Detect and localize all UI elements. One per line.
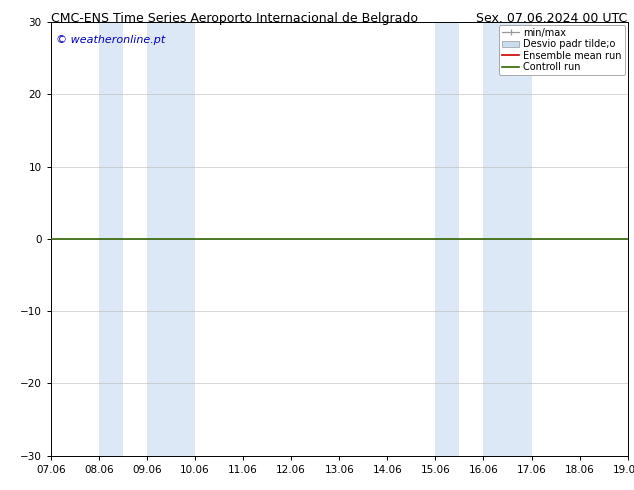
Text: Sex. 07.06.2024 00 UTC: Sex. 07.06.2024 00 UTC [476, 12, 628, 25]
Bar [99, 22, 123, 456]
Bar [436, 22, 460, 456]
Text: CMC-ENS Time Series Aeroporto Internacional de Belgrado: CMC-ENS Time Series Aeroporto Internacio… [51, 12, 418, 25]
Legend: min/max, Desvio padr tilde;o, Ensemble mean run, Controll run: min/max, Desvio padr tilde;o, Ensemble m… [499, 25, 624, 75]
Bar [483, 22, 531, 456]
Text: © weatheronline.pt: © weatheronline.pt [56, 35, 165, 45]
Bar [147, 22, 195, 456]
